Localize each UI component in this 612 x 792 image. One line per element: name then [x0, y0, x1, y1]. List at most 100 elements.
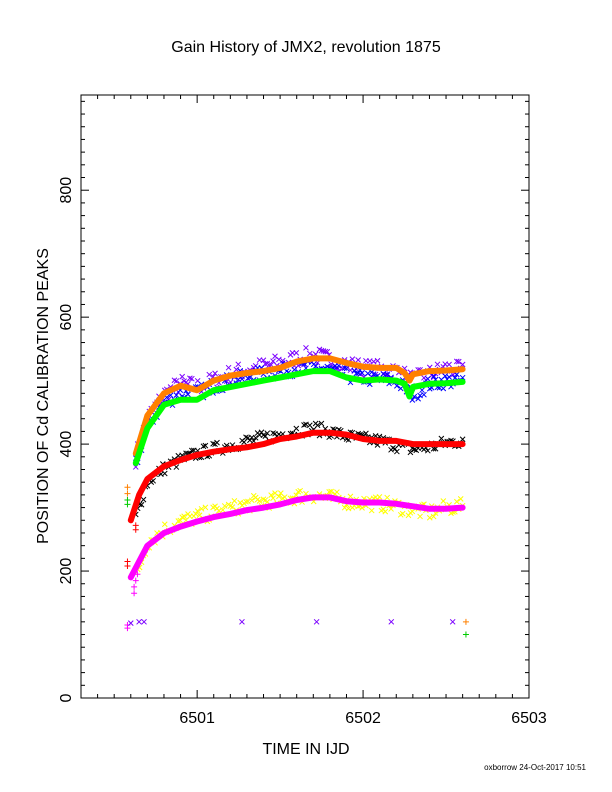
data-point — [243, 434, 249, 441]
data-point — [324, 348, 331, 355]
data-point — [407, 449, 414, 456]
data-point — [161, 521, 168, 528]
series-layer — [124, 344, 469, 638]
data-point — [256, 498, 263, 504]
y-tick-label: 800 — [58, 177, 75, 204]
data-point — [262, 433, 269, 439]
series-line — [127, 429, 466, 524]
data-point — [221, 503, 228, 509]
data-point — [314, 422, 321, 429]
y-tick-label: 600 — [58, 304, 75, 331]
x-tick-label: 6502 — [345, 710, 381, 727]
data-point — [382, 508, 389, 515]
data-point — [173, 378, 180, 384]
data-point — [449, 618, 456, 625]
footer-stamp: oxborrow 24-Oct-2017 10:51 — [484, 763, 586, 772]
plot-frame — [80, 94, 530, 699]
data-point — [134, 571, 141, 578]
data-point — [131, 583, 138, 590]
data-point — [301, 422, 307, 428]
data-point — [291, 366, 298, 373]
data-point — [438, 435, 445, 442]
data-point — [231, 498, 238, 504]
series-line — [132, 368, 466, 467]
data-point — [424, 375, 431, 382]
data-point — [276, 493, 282, 500]
data-point — [297, 487, 304, 494]
data-point — [424, 447, 431, 454]
data-point — [388, 618, 395, 625]
data-point — [359, 370, 365, 376]
data-point — [365, 370, 371, 377]
x-tick-label: 6501 — [179, 710, 215, 727]
data-point — [173, 392, 180, 398]
data-point — [374, 357, 381, 364]
data-point — [239, 376, 245, 382]
data-point — [440, 385, 447, 392]
data-point — [235, 361, 242, 368]
data-point — [132, 577, 139, 584]
data-point — [394, 448, 400, 455]
data-point — [124, 562, 131, 569]
data-point — [453, 498, 460, 505]
y-tick-label: 0 — [58, 693, 75, 702]
data-point — [188, 447, 195, 454]
data-point — [313, 618, 320, 625]
data-point — [384, 371, 391, 378]
data-point — [459, 361, 466, 368]
data-point — [293, 349, 300, 356]
data-point — [341, 365, 348, 371]
data-point — [440, 498, 447, 504]
data-point — [397, 385, 404, 392]
data-point — [124, 625, 131, 632]
data-point — [138, 501, 145, 508]
data-point — [434, 361, 441, 368]
data-point — [293, 425, 300, 432]
x-axis-label: TIME IN IJD — [262, 741, 349, 758]
data-point — [225, 364, 232, 371]
data-point — [229, 504, 236, 510]
data-point — [141, 618, 147, 625]
data-point — [132, 522, 139, 529]
data-point — [459, 436, 466, 443]
data-point — [351, 367, 358, 374]
data-point — [202, 504, 209, 511]
data-point — [131, 590, 138, 597]
data-point — [318, 420, 325, 427]
data-point — [127, 620, 134, 626]
data-point — [343, 365, 350, 372]
data-point — [243, 498, 249, 505]
data-point — [430, 373, 437, 380]
data-point — [359, 505, 365, 511]
axes: 6501 6502 6503 0 200 400 600 800 — [58, 95, 547, 727]
data-point — [399, 510, 406, 517]
y-axis-label: POSITION OF Cd CALIBRATION PEAKS — [35, 248, 52, 544]
data-point — [462, 618, 469, 625]
data-point — [363, 430, 369, 437]
data-point — [455, 358, 462, 365]
data-point — [446, 374, 452, 380]
series-line — [132, 355, 466, 457]
data-point — [306, 350, 313, 357]
data-point — [181, 513, 187, 520]
data-point — [140, 496, 147, 503]
data-point — [245, 375, 251, 382]
data-point — [376, 493, 383, 500]
data-point — [281, 494, 288, 500]
data-point — [248, 497, 255, 504]
data-point — [426, 514, 433, 521]
chart-title: Gain History of JMX2, revolution 1875 — [171, 39, 441, 56]
data-point — [303, 344, 309, 351]
data-point — [200, 443, 207, 450]
data-point — [462, 631, 469, 638]
data-point — [368, 507, 375, 514]
data-point — [453, 371, 460, 378]
series-line — [127, 494, 466, 581]
data-point — [214, 439, 220, 446]
data-point — [179, 373, 186, 380]
data-point — [192, 511, 199, 517]
data-point — [212, 370, 218, 377]
data-point — [415, 395, 421, 402]
data-point — [326, 489, 333, 495]
